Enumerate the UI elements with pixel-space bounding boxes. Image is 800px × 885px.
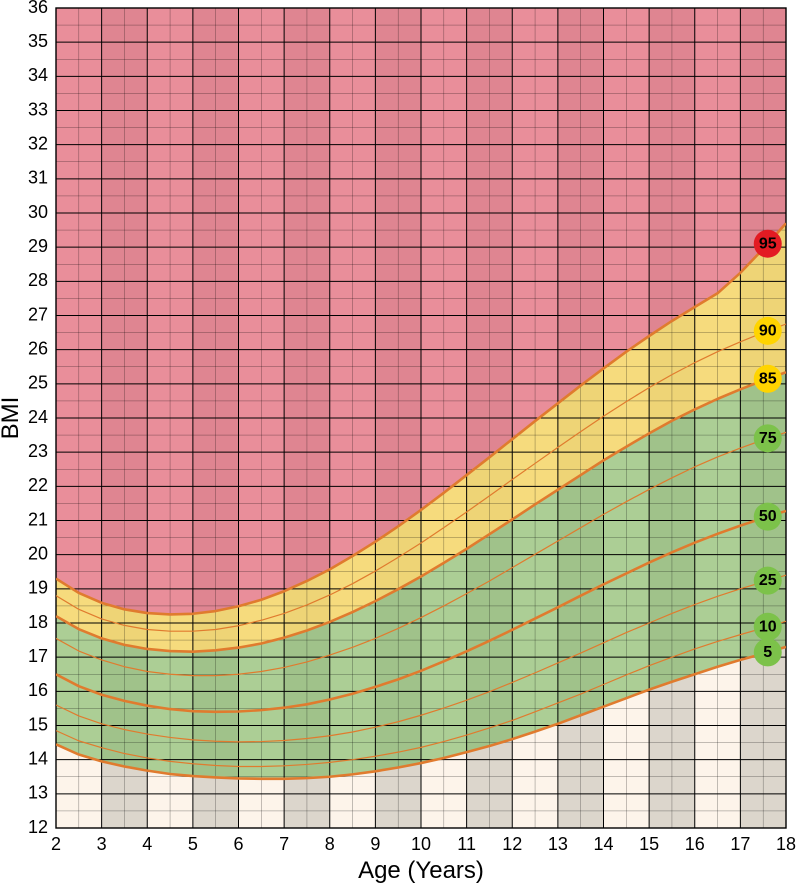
marker-label-p85: 85 (759, 370, 777, 387)
x-tick-label: 3 (97, 834, 107, 854)
x-tick-label: 15 (639, 834, 659, 854)
y-tick-label: 13 (28, 783, 48, 803)
y-tick-label: 26 (28, 338, 48, 358)
y-tick-label: 30 (28, 202, 48, 222)
x-axis-label: Age (Years) (358, 857, 484, 884)
marker-label-p50: 50 (759, 508, 777, 525)
x-tick-label: 7 (279, 834, 289, 854)
y-tick-label: 18 (28, 612, 48, 632)
y-tick-label: 20 (28, 543, 48, 563)
y-tick-label: 27 (28, 304, 48, 324)
marker-label-p5: 5 (763, 644, 772, 661)
y-tick-label: 31 (28, 168, 48, 188)
x-tick-label: 11 (457, 834, 476, 854)
y-tick-label: 24 (28, 407, 48, 427)
x-tick-label: 17 (730, 834, 750, 854)
x-tick-label: 5 (188, 834, 198, 854)
x-tick-label: 16 (685, 834, 705, 854)
y-tick-label: 33 (28, 99, 48, 119)
chart-svg: 9590857550251051213141516171819202122232… (0, 0, 800, 885)
x-tick-label: 4 (142, 834, 152, 854)
y-tick-label: 34 (28, 65, 48, 85)
marker-label-p25: 25 (759, 572, 777, 589)
marker-label-p75: 75 (759, 430, 777, 447)
y-tick-label: 32 (28, 133, 48, 153)
y-tick-label: 17 (28, 646, 48, 666)
y-tick-label: 29 (28, 236, 48, 256)
x-tick-label: 13 (548, 834, 568, 854)
y-tick-label: 19 (28, 578, 48, 598)
x-tick-label: 6 (233, 834, 243, 854)
y-tick-label: 36 (28, 0, 48, 17)
y-axis-label: BMI (0, 397, 24, 440)
bmi-percentile-chart: 9590857550251051213141516171819202122232… (0, 0, 800, 885)
y-tick-label: 16 (28, 680, 48, 700)
x-tick-label: 2 (51, 834, 61, 854)
x-tick-label: 12 (502, 834, 522, 854)
x-tick-label: 9 (370, 834, 380, 854)
x-tick-label: 8 (325, 834, 335, 854)
y-tick-label: 12 (28, 817, 48, 837)
y-tick-label: 23 (28, 441, 48, 461)
y-tick-label: 22 (28, 475, 48, 495)
y-tick-label: 14 (28, 748, 48, 768)
marker-label-p90: 90 (759, 322, 777, 339)
x-tick-label: 10 (411, 834, 431, 854)
marker-label-p10: 10 (759, 618, 777, 635)
marker-label-p95: 95 (759, 235, 777, 252)
y-tick-label: 15 (28, 714, 48, 734)
x-tick-label: 18 (776, 834, 796, 854)
x-tick-label: 14 (593, 834, 613, 854)
y-tick-label: 25 (28, 373, 48, 393)
y-tick-label: 35 (28, 31, 48, 51)
y-tick-label: 21 (28, 509, 48, 529)
y-tick-label: 28 (28, 270, 48, 290)
